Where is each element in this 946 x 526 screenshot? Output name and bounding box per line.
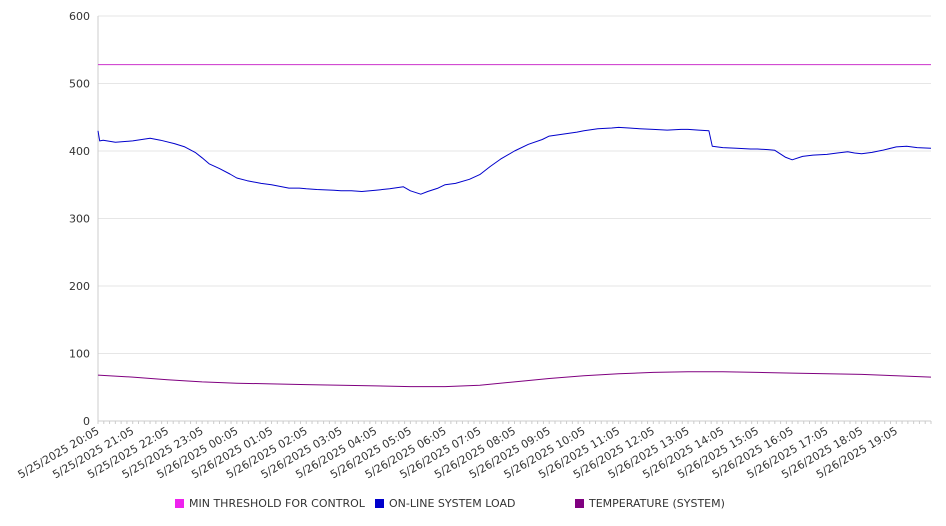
y-tick-label: 100 <box>69 348 90 361</box>
legend-item-system-load: ON-LINE SYSTEM LOAD <box>375 497 515 510</box>
y-tick-label: 400 <box>69 145 90 158</box>
legend-item-min-threshold: MIN THRESHOLD FOR CONTROL <box>175 497 365 510</box>
grid-lines <box>98 15 931 354</box>
legend-swatch-temperature <box>575 499 584 508</box>
y-tick-labels: 0 100 200 300 400 500 600 <box>69 10 90 428</box>
y-tick-label: 600 <box>69 10 90 23</box>
y-tick-label: 500 <box>69 78 90 91</box>
series-line-1 <box>97 126 932 195</box>
legend-label-min-threshold: MIN THRESHOLD FOR CONTROL <box>189 497 365 510</box>
series-line-2 <box>97 371 932 388</box>
series-lines <box>97 64 932 388</box>
legend-swatch-min-threshold <box>175 499 184 508</box>
x-tick-labels: 5/25/2025 20:055/25/2025 21:055/25/2025 … <box>16 424 900 481</box>
axes <box>97 16 932 424</box>
y-tick-label: 200 <box>69 280 90 293</box>
legend-label-system-load: ON-LINE SYSTEM LOAD <box>389 497 516 510</box>
legend-swatch-system-load <box>375 499 384 508</box>
y-tick-label: 0 <box>83 415 90 428</box>
legend-label-temperature: TEMPERATURE (SYSTEM) <box>589 497 725 510</box>
y-tick-label: 300 <box>69 213 90 226</box>
legend-item-temperature: TEMPERATURE (SYSTEM) <box>575 497 725 510</box>
legend: MIN THRESHOLD FOR CONTROL ON-LINE SYSTEM… <box>0 497 946 515</box>
